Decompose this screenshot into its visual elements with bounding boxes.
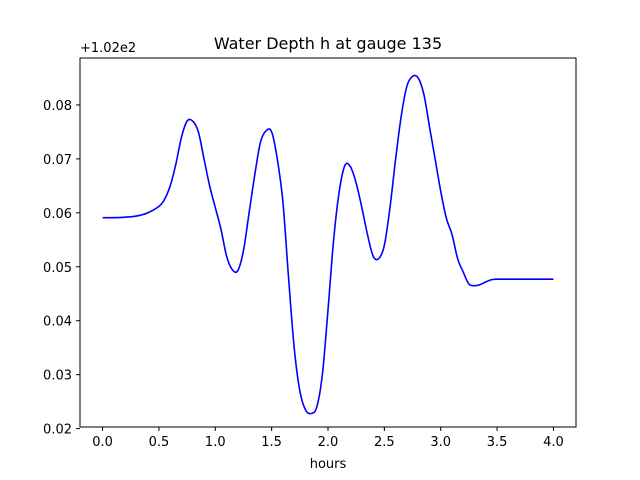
y-tick-label: 0.08 <box>43 99 72 114</box>
x-tick-label: 0.0 <box>92 435 113 450</box>
y-axis-ticks: 0.02 0.03 0.04 0.05 0.06 0.07 0.08 <box>43 99 80 438</box>
y-tick-label: 0.06 <box>43 207 72 222</box>
x-axis-label: hours <box>310 457 347 472</box>
y-tick-label: 0.07 <box>43 153 72 168</box>
y-tick-label: 0.02 <box>43 423 72 438</box>
x-tick-label: 4.0 <box>543 435 564 450</box>
y-axis-offset-label: +1.02e2 <box>80 41 136 56</box>
y-tick-label: 0.03 <box>43 369 72 384</box>
x-tick-label: 0.5 <box>149 435 170 450</box>
plot-area <box>80 58 576 427</box>
y-tick-label: 0.05 <box>43 261 72 276</box>
x-axis-ticks: 0.0 0.5 1.0 1.5 2.0 2.5 3.0 3.5 4.0 <box>92 427 564 450</box>
x-tick-label: 1.0 <box>205 435 226 450</box>
plot-frame <box>79 57 577 428</box>
x-tick-label: 3.0 <box>430 435 451 450</box>
y-tick-label: 0.04 <box>43 315 72 330</box>
x-tick-label: 1.5 <box>261 435 282 450</box>
x-tick-label: 2.0 <box>318 435 339 450</box>
x-tick-label: 2.5 <box>374 435 395 450</box>
series-layer <box>102 74 554 415</box>
series-line <box>102 74 554 415</box>
x-tick-label: 3.5 <box>487 435 508 450</box>
chart-title: Water Depth h at gauge 135 <box>214 34 442 53</box>
